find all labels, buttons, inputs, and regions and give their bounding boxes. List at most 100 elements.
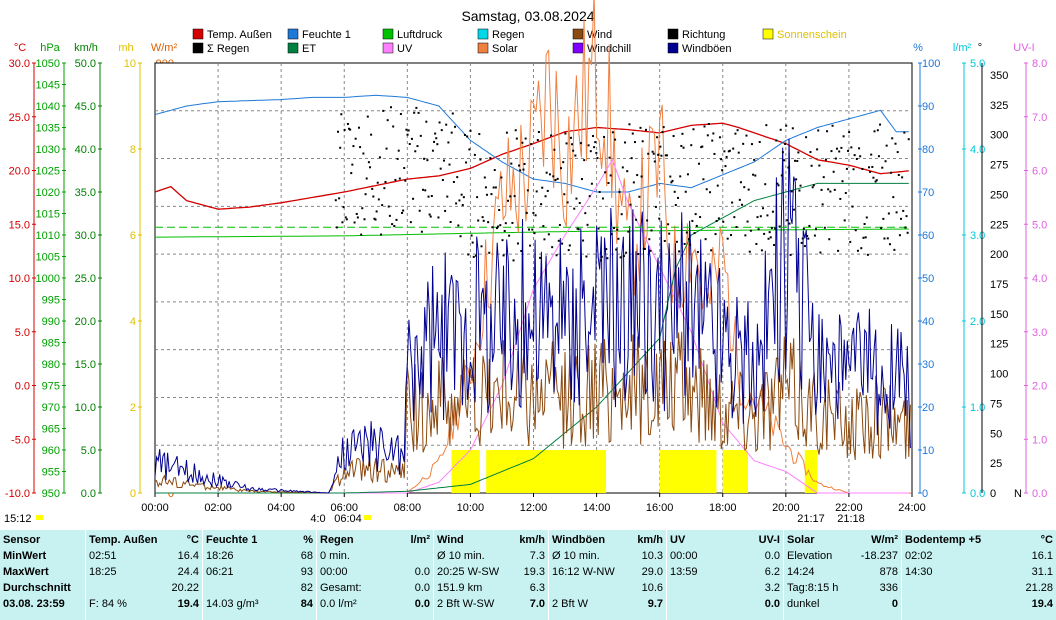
- direction-point: [715, 219, 718, 222]
- axis-tick-label: 200: [990, 249, 1008, 261]
- axis-tick-label: 50: [922, 273, 934, 285]
- direction-point: [457, 224, 460, 227]
- direction-point: [380, 233, 383, 236]
- direction-point: [768, 231, 771, 234]
- direction-point: [448, 163, 451, 166]
- direction-point: [704, 238, 707, 241]
- direction-point: [438, 121, 441, 124]
- direction-point: [478, 133, 481, 136]
- axis-tick-label: 30.0: [9, 58, 30, 70]
- direction-point: [777, 184, 780, 187]
- direction-point: [434, 132, 437, 135]
- axis-tick-label: 6: [130, 230, 136, 242]
- direction-point: [599, 259, 602, 262]
- legend-label: Temp. Außen: [207, 29, 272, 41]
- direction-point: [342, 206, 345, 209]
- direction-point: [344, 216, 347, 219]
- direction-point: [353, 221, 356, 224]
- direction-point: [710, 249, 713, 252]
- direction-point: [430, 194, 433, 197]
- table-column-header: Wind km/h: [437, 532, 545, 548]
- direction-point: [537, 131, 540, 134]
- direction-point: [626, 170, 629, 173]
- direction-point: [548, 173, 551, 176]
- table-cell-label: 03.08. 23:59: [3, 598, 65, 610]
- x-tick-label: 10:00: [457, 502, 485, 514]
- direction-point: [738, 198, 741, 201]
- direction-point: [486, 193, 489, 196]
- direction-point: [377, 198, 380, 201]
- direction-point: [484, 186, 487, 189]
- direction-point: [374, 218, 377, 221]
- direction-point: [840, 146, 843, 149]
- direction-point: [730, 234, 733, 237]
- direction-point: [884, 160, 887, 163]
- direction-point: [766, 214, 769, 217]
- direction-point: [510, 162, 513, 165]
- direction-point: [891, 137, 894, 140]
- direction-point: [780, 174, 783, 177]
- sun-indicator: [36, 515, 43, 520]
- table-cell-value: 21.28: [1025, 582, 1053, 594]
- sunshine-bar: [451, 450, 480, 493]
- axis-tick-label: 350: [990, 70, 1008, 82]
- direction-point: [574, 154, 577, 157]
- direction-point: [665, 154, 668, 157]
- table-cell-label: 0.0 l/m²: [320, 598, 357, 610]
- direction-point: [418, 209, 421, 212]
- direction-point: [396, 157, 399, 160]
- table-cell-value: 0.0: [414, 582, 430, 594]
- table-cell-value: 0.0: [764, 550, 780, 562]
- direction-point: [705, 188, 708, 191]
- direction-point: [454, 125, 457, 128]
- direction-point: [778, 225, 781, 228]
- direction-point: [901, 176, 904, 179]
- direction-point: [746, 220, 749, 223]
- direction-point: [674, 204, 677, 207]
- sunset-label: 21:17: [797, 513, 825, 525]
- direction-point: [641, 140, 644, 143]
- direction-point: [807, 237, 810, 240]
- direction-point: [410, 137, 413, 140]
- direction-point: [569, 136, 572, 139]
- table-cell-value: 29.0: [641, 566, 663, 578]
- axis-tick-label: 0: [990, 488, 996, 500]
- direction-point: [573, 207, 576, 210]
- direction-point: [621, 166, 624, 169]
- direction-point: [734, 132, 737, 135]
- direction-point: [471, 241, 474, 244]
- table-cell-label: dunkel: [787, 598, 820, 610]
- axis-tick-label: 0.0: [15, 381, 30, 393]
- direction-point: [460, 193, 463, 196]
- axis-tick-label: 50: [990, 428, 1002, 440]
- axis-tick-label: 7.0: [1032, 112, 1047, 124]
- table-column-header: Temp. Außen °C: [89, 532, 199, 548]
- table-cell-value: 7.3: [529, 550, 545, 562]
- direction-point: [559, 167, 562, 170]
- direction-point: [543, 238, 546, 241]
- table-cell-value: 16.1: [1031, 550, 1053, 562]
- direction-point: [701, 145, 704, 148]
- direction-point: [502, 254, 505, 257]
- table-row: 02:02 16.1: [905, 548, 1053, 564]
- table-cell-label: 13:59: [670, 566, 698, 578]
- table-column-header: Windböen km/h: [552, 532, 663, 548]
- direction-point: [372, 195, 375, 198]
- direction-point: [393, 224, 396, 227]
- direction-point: [808, 224, 811, 227]
- direction-point: [563, 193, 566, 196]
- axis-tick-label: 3.0: [1032, 327, 1047, 339]
- direction-point: [520, 250, 523, 253]
- direction-point: [503, 229, 506, 232]
- direction-point: [723, 150, 726, 153]
- axis-tick-label: 1040: [36, 101, 60, 113]
- direction-point: [356, 216, 359, 219]
- direction-point: [871, 165, 874, 168]
- table-cell-label: Ø 10 min.: [552, 550, 600, 562]
- direction-point: [529, 244, 532, 247]
- direction-point: [468, 148, 471, 151]
- direction-point: [435, 137, 438, 140]
- direction-point: [604, 171, 607, 174]
- direction-point: [384, 180, 387, 183]
- direction-point: [678, 250, 681, 253]
